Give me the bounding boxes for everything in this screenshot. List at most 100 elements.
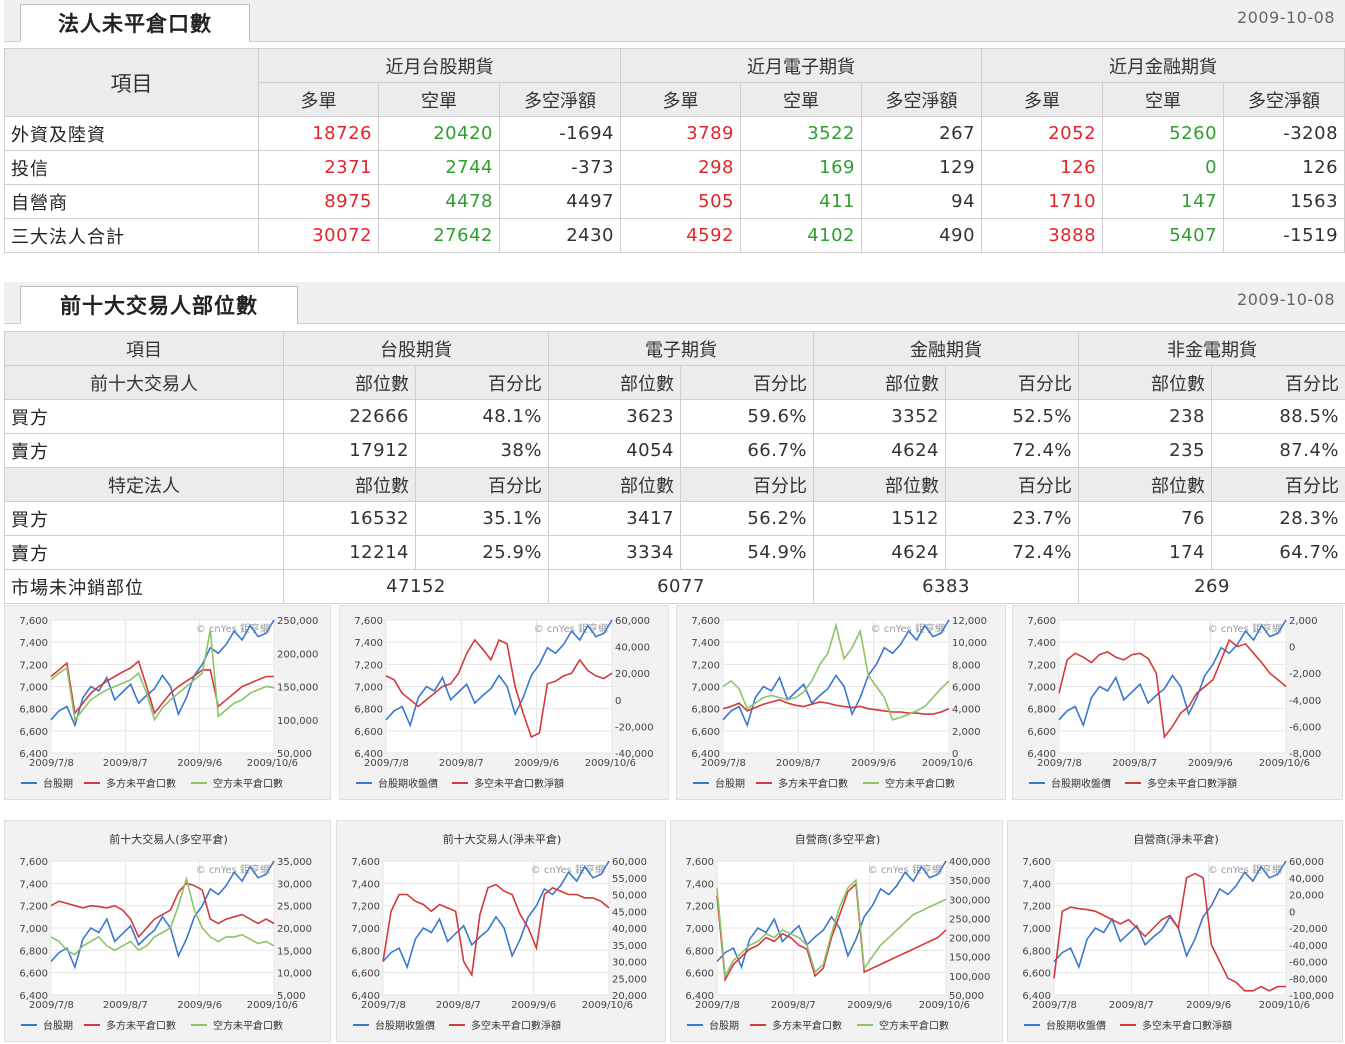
y-tick-label: 7,200 (1027, 660, 1056, 671)
chart-title: 自營商(淨未平倉) (1133, 832, 1219, 846)
y-tick-label: 6,400 (1022, 991, 1051, 1002)
series-line (1058, 638, 1287, 740)
chart-panel-1: 7,600 7,400 7,200 7,000 6,800 6,600 6,400 250,0… (4, 605, 331, 800)
cell: 23.7% (945, 501, 1079, 536)
col-header-long: 多單 (620, 82, 742, 117)
top-traders-tab[interactable]: 前十大交易人部位數 (20, 286, 298, 324)
y-tick-label: 7,600 (19, 616, 48, 627)
cell: 235 (1078, 433, 1212, 468)
x-tick-label: 2009/8/7 (1112, 758, 1157, 769)
y-tick-label: 7,200 (685, 902, 714, 913)
x-tick-label: 2009/9/6 (1188, 758, 1233, 769)
x-tick-label: 2009/8/7 (436, 1000, 481, 1011)
x-tick-label: 2009/8/7 (103, 1000, 148, 1011)
y-tick-label: 6,600 (19, 969, 48, 980)
chart-7: 自營商(多空平倉) 7,600 7,400 7,200 7,000 6,800 6,600 6… (685, 832, 990, 1032)
cell: 17912 (283, 433, 416, 468)
series-line (722, 619, 950, 728)
col-header-percent: 百分比 (1211, 365, 1345, 400)
cell: 48.1% (415, 399, 549, 434)
y-tick-label: 7,200 (691, 660, 720, 671)
y2-tick-label: 30,000 (612, 958, 647, 969)
y2-tick-label: 60,000 (615, 616, 650, 627)
institutional-tab[interactable]: 法人未平倉口數 (20, 4, 250, 42)
top10-header: 前十大交易人 (4, 365, 284, 400)
y-tick-label: 7,000 (351, 924, 380, 935)
x-tick-label: 2009/10/6 (1259, 758, 1310, 769)
y2-tick-label: 0 (1289, 643, 1295, 654)
table-row: 外資及陸資 18726 20420 -1694 3789 3522 267 20… (4, 116, 1345, 151)
cell: 27642 (378, 218, 500, 253)
legend-label: 空方未平倉口數 (879, 1019, 949, 1032)
y-tick-label: 7,200 (351, 902, 380, 913)
y2-tick-label: 0 (952, 749, 958, 760)
cell: -1519 (1223, 218, 1345, 253)
series-line (50, 629, 275, 722)
cell: 16532 (283, 501, 416, 536)
y2-tick-label: 40,000 (615, 643, 650, 654)
col-header-net: 多空淨額 (861, 82, 983, 117)
y2-tick-label: 100,000 (949, 972, 990, 983)
y-tick-label: 6,400 (1027, 749, 1056, 760)
y2-tick-label: 40,000 (612, 924, 647, 935)
watermark: © cnYes 鉅亨網 (534, 622, 608, 635)
y-tick-label: 7,200 (354, 660, 383, 671)
y2-tick-label: 4,000 (952, 705, 981, 716)
col-header-position: 部位數 (548, 467, 681, 502)
x-tick-label: 2009/8/7 (1109, 1000, 1154, 1011)
y2-tick-label: 100,000 (277, 716, 318, 727)
cell: 126 (981, 150, 1104, 185)
table-row: 投信 2371 2744 -373 298 169 129 126 0 126 (4, 150, 1345, 185)
y2-tick-label: 60,000 (612, 857, 647, 868)
row-label: 買方 (4, 399, 284, 434)
legend-label: 多方未平倉口數 (772, 1019, 842, 1032)
cell: 87.4% (1211, 433, 1345, 468)
col-header-percent: 百分比 (680, 365, 814, 400)
cell: 2744 (378, 150, 500, 185)
chart-2: 7,600 7,400 7,200 7,000 6,800 6,600 6,400 60,00… (354, 616, 653, 790)
x-tick-label: 2009/7/8 (364, 758, 409, 769)
y-tick-label: 6,400 (691, 749, 720, 760)
cell: 22666 (283, 399, 416, 434)
cell: 3623 (548, 399, 681, 434)
col-header-long: 多單 (258, 82, 379, 117)
x-tick-label: 2009/9/6 (1186, 1000, 1231, 1011)
watermark: © cnYes 鉅亨網 (1208, 622, 1282, 635)
chart-title: 前十大交易人(淨未平倉) (443, 832, 562, 846)
y2-tick-label: 0 (615, 696, 621, 707)
y-tick-label: 6,800 (19, 946, 48, 957)
series-line (716, 860, 947, 970)
watermark: © cnYes 鉅亨網 (196, 622, 270, 635)
watermark: © cnYes 鉅亨網 (871, 622, 945, 635)
row-label: 市場未沖銷部位 (4, 569, 284, 604)
cell: 169 (740, 150, 863, 185)
y2-tick-label: 300,000 (949, 895, 990, 906)
y2-tick-label: 150,000 (277, 683, 318, 694)
group-header: 近月台股期貨 (257, 48, 622, 83)
y-tick-label: 6,400 (19, 991, 48, 1002)
y-tick-label: 7,200 (19, 660, 48, 671)
cell: 66.7% (680, 433, 814, 468)
y-tick-label: 6,400 (351, 991, 380, 1002)
y2-tick-label: -80,000 (1289, 974, 1328, 985)
x-tick-label: 2009/7/8 (701, 758, 746, 769)
x-tick-label: 2009/9/6 (177, 1000, 222, 1011)
legend-label: 空方未平倉口數 (213, 1019, 283, 1032)
cell: 6077 (548, 569, 814, 604)
series-line (1053, 872, 1286, 992)
y2-tick-label: 10,000 (952, 638, 987, 649)
row-label: 賣方 (4, 535, 284, 570)
cell: 4592 (620, 218, 742, 253)
x-tick-label: 2009/10/6 (247, 758, 298, 769)
cell: 3334 (548, 535, 681, 570)
cell: 52.5% (945, 399, 1079, 434)
y2-tick-label: 200,000 (277, 649, 318, 660)
cell: -373 (498, 150, 622, 185)
cell: 3888 (981, 218, 1104, 253)
y2-tick-label: -100,000 (1289, 991, 1334, 1002)
y-tick-label: 6,600 (351, 969, 380, 980)
cell: 126 (1223, 150, 1345, 185)
legend-label: 台股期 (43, 777, 73, 790)
y-tick-label: 6,800 (354, 705, 383, 716)
y2-tick-label: 6,000 (952, 683, 981, 694)
